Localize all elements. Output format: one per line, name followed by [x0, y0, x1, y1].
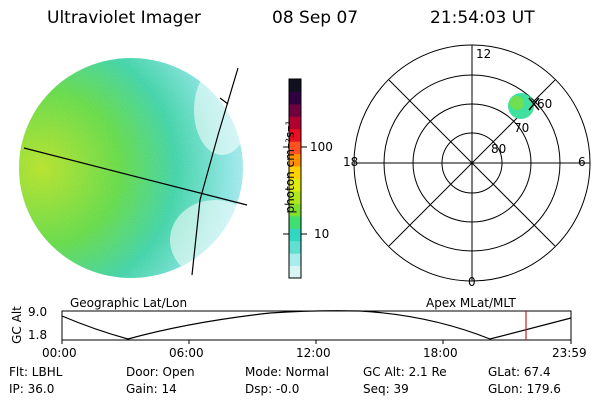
- info-gain: Gain: 14: [126, 382, 177, 396]
- orbit-right-title: Apex MLat/MLT: [426, 296, 516, 310]
- orbit-xtick-0: 00:00: [42, 346, 77, 360]
- info-door: Door: Open: [126, 365, 195, 379]
- colorbar-ticks: [283, 146, 307, 235]
- colorbar-border: [288, 78, 302, 279]
- colorbar-segment: [289, 265, 301, 279]
- orbit-xtick-2: 12:00: [296, 346, 331, 360]
- info-seq: Seq: 39: [363, 382, 409, 396]
- info-glon: GLon: 179.6: [488, 382, 561, 396]
- info-glat: GLat: 67.4: [488, 365, 551, 379]
- colorbar-segment: [289, 190, 301, 204]
- orbit-xtick-3: 18:00: [423, 346, 458, 360]
- polar-plot: [353, 44, 591, 282]
- colorbar-segment: [289, 116, 301, 130]
- orbit-xtick-4: 23:59: [552, 346, 587, 360]
- satellite-footprint: [508, 93, 540, 119]
- mlt-label-0: 0: [468, 275, 476, 289]
- earth-image: [19, 58, 243, 278]
- colorbar-segment: [289, 79, 301, 92]
- colorbar-segment: [289, 103, 301, 117]
- mlt-label-6: 6: [578, 155, 586, 169]
- instrument-title: Ultraviolet Imager: [47, 8, 201, 28]
- colorbar-segment: [289, 240, 301, 254]
- colorbar: [288, 78, 302, 279]
- mlt-label-12: 12: [476, 47, 492, 61]
- mlt-label-18: 18: [343, 155, 359, 169]
- orbit-left-title: Geographic Lat/Lon: [70, 296, 188, 310]
- orbit-ylabel: GC Alt: [10, 306, 24, 344]
- info-dsp: Dsp: -0.0: [245, 382, 300, 396]
- date-label: 08 Sep 07: [272, 8, 359, 28]
- info-ip: IP: 36.0: [9, 382, 55, 396]
- colorbar-unit-label: photon cm⁻²s⁻¹: [283, 120, 297, 214]
- orbit-xtick-1: 06:00: [169, 346, 204, 360]
- lat-label-70: 70: [514, 121, 530, 135]
- lat-label-80: 80: [491, 142, 507, 156]
- colorbar-segment: [289, 166, 301, 179]
- colorbar-tick-100: 100: [310, 140, 333, 154]
- info-filter: Flt: LBHL: [9, 365, 63, 379]
- colorbar-segment: [289, 141, 301, 155]
- time-label: 21:54:03 UT: [430, 8, 535, 28]
- colorbar-segment: [289, 91, 301, 105]
- colorbar-segment: [289, 203, 301, 217]
- colorbar-segment: [289, 178, 301, 192]
- colorbar-tick-10: 10: [314, 227, 330, 241]
- info-mode: Mode: Normal: [245, 365, 329, 379]
- colorbar-segment: [289, 128, 301, 142]
- info-gc-alt: GC Alt: 2.1 Re: [363, 365, 447, 379]
- colorbar-segment: [289, 228, 301, 242]
- colorbar-segment: [289, 215, 301, 229]
- orbit-plot: [61, 310, 572, 344]
- lat-label-60: 60: [537, 97, 553, 111]
- colorbar-segment: [289, 153, 301, 167]
- geo-grid-lines: [23, 67, 248, 276]
- orbit-ytick-low: 1.8: [28, 328, 48, 342]
- orbit-ytick-high: 9.0: [28, 305, 48, 319]
- colorbar-segment: [289, 253, 301, 267]
